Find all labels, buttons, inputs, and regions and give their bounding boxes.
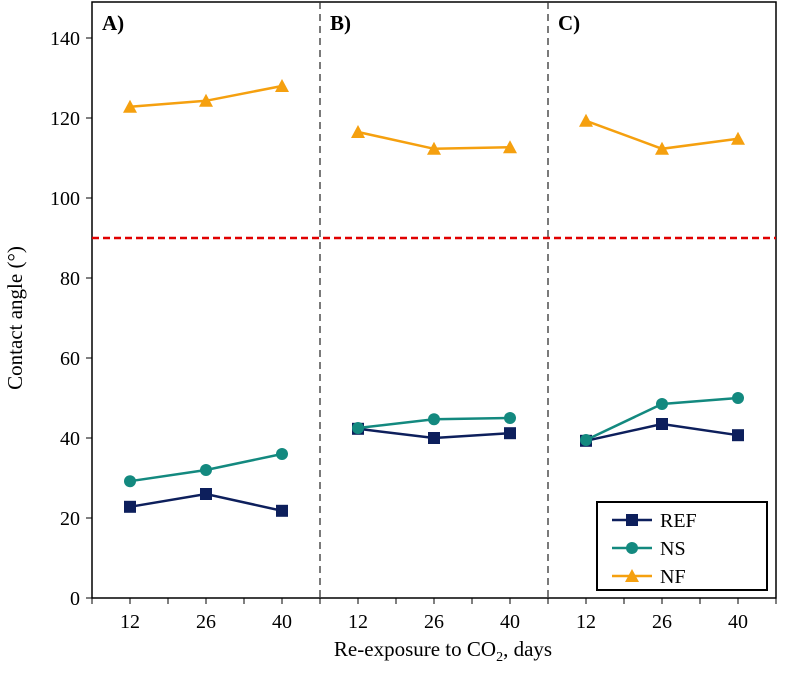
legend-label-ref: REF bbox=[660, 510, 697, 532]
x-axis-label: Re-exposure to CO2, days bbox=[334, 637, 552, 665]
y-tick-label: 60 bbox=[60, 348, 80, 370]
y-tick-label: 20 bbox=[60, 508, 80, 530]
legend-label-nf: NF bbox=[660, 566, 686, 588]
legend-label-ns: NS bbox=[660, 538, 686, 560]
data-point-ref bbox=[200, 488, 212, 500]
x-tick-label: 26 bbox=[652, 611, 672, 633]
data-point-ns bbox=[124, 475, 136, 488]
data-point-ref bbox=[504, 427, 516, 440]
data-point-ns bbox=[276, 448, 288, 460]
panel-label: B) bbox=[330, 11, 351, 35]
y-tick-label: 140 bbox=[50, 28, 80, 50]
y-axis-label: Contact angle (°) bbox=[3, 246, 27, 390]
legend-marker-ns bbox=[626, 542, 638, 554]
data-point-nf bbox=[427, 141, 441, 155]
data-point-ns bbox=[428, 413, 440, 426]
data-point-nf bbox=[199, 93, 213, 107]
legend-marker-nf bbox=[625, 569, 639, 582]
y-tick-label: 80 bbox=[60, 268, 80, 290]
panel-label: A) bbox=[102, 11, 124, 35]
x-tick-label: 12 bbox=[576, 611, 596, 633]
data-point-nf bbox=[275, 79, 289, 92]
y-tick-label: 0 bbox=[70, 588, 80, 610]
data-point-nf bbox=[731, 131, 745, 145]
x-tick-label: 40 bbox=[500, 611, 520, 633]
data-point-ref bbox=[124, 500, 136, 513]
x-tick-label: 40 bbox=[728, 611, 748, 633]
data-point-ref bbox=[656, 418, 668, 430]
data-point-ns bbox=[352, 422, 364, 434]
y-tick-label: 120 bbox=[50, 108, 80, 130]
data-point-ns bbox=[580, 434, 592, 446]
x-tick-label: 40 bbox=[272, 611, 292, 633]
data-point-nf bbox=[351, 125, 365, 138]
x-tick-label: 26 bbox=[424, 611, 444, 633]
x-tick-label: 26 bbox=[196, 611, 216, 633]
panel-label: C) bbox=[558, 11, 580, 35]
data-point-ns bbox=[656, 398, 668, 410]
data-point-nf bbox=[503, 140, 517, 154]
data-point-nf bbox=[655, 141, 669, 155]
data-point-ref bbox=[732, 429, 744, 442]
data-point-ref bbox=[276, 504, 288, 517]
data-point-nf bbox=[579, 113, 593, 127]
y-tick-label: 40 bbox=[60, 428, 80, 450]
data-point-ns bbox=[200, 464, 212, 476]
y-tick-label: 100 bbox=[50, 188, 80, 210]
x-tick-label: 12 bbox=[120, 611, 140, 633]
data-point-ns bbox=[504, 412, 516, 424]
legend-marker-ref bbox=[626, 514, 638, 526]
data-point-nf bbox=[123, 99, 137, 113]
x-tick-label: 12 bbox=[348, 611, 368, 633]
data-point-ref bbox=[428, 432, 440, 444]
data-point-ns bbox=[732, 392, 744, 404]
